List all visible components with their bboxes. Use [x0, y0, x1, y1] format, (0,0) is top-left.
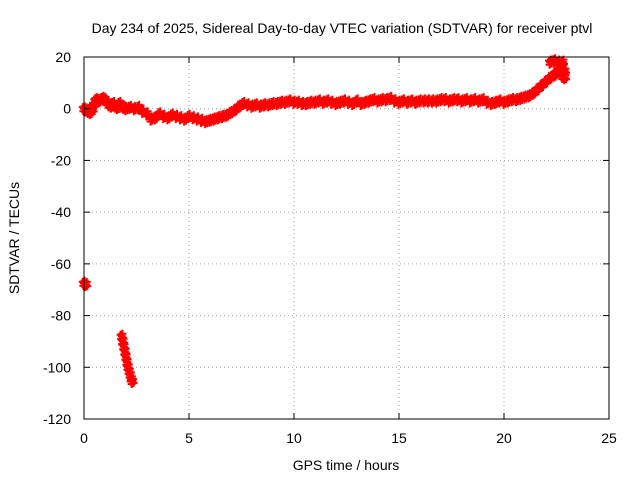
data-point	[486, 102, 495, 111]
data-point	[163, 116, 172, 125]
data-point	[490, 100, 499, 109]
data-point	[560, 76, 569, 85]
data-point	[280, 100, 289, 109]
y-tick-label: -60	[51, 256, 71, 272]
data-point	[561, 71, 570, 80]
x-tick-labels: 0 5 10 15 20 25	[80, 430, 617, 446]
data-point	[213, 116, 222, 125]
y-tick-label: 20	[55, 49, 71, 65]
data-point	[129, 107, 138, 116]
data-point	[474, 99, 483, 108]
data-point	[444, 99, 453, 108]
x-tick-label: 0	[80, 430, 88, 446]
data-point	[356, 102, 365, 111]
y-tick-label: -40	[51, 204, 71, 220]
data-point	[499, 100, 508, 109]
data-point	[226, 111, 235, 120]
data-point	[247, 104, 256, 113]
y-tick-label: -120	[43, 411, 71, 427]
data-point	[201, 120, 210, 129]
y-tick-label: -20	[51, 152, 71, 168]
data-point	[135, 100, 144, 109]
data-point	[222, 113, 231, 122]
data-point	[364, 99, 373, 108]
data-point	[537, 84, 546, 93]
data-point	[545, 60, 554, 69]
data-point	[516, 96, 525, 105]
y-tick-label: -80	[51, 308, 71, 324]
plot-frame	[83, 56, 610, 420]
data-point	[146, 117, 155, 126]
data-point	[310, 100, 319, 109]
data-point	[127, 380, 136, 389]
y-tick-labels: -120 -100 -80 -60 -40 -20 0 20	[43, 49, 71, 427]
data-point	[457, 99, 466, 108]
data-point	[402, 100, 411, 109]
data-point	[532, 87, 541, 96]
data-point	[528, 91, 537, 100]
data-points	[78, 54, 571, 389]
data-point	[318, 100, 327, 109]
data-point	[121, 107, 130, 116]
x-axis-label: GPS time / hours	[293, 457, 400, 473]
data-point	[81, 283, 90, 292]
data-point	[180, 117, 189, 126]
data-point	[264, 103, 273, 112]
data-point	[432, 99, 441, 108]
y-tick-label: 0	[63, 101, 71, 117]
data-point	[381, 98, 390, 107]
data-point	[234, 104, 243, 113]
x-tick-label: 10	[286, 430, 302, 446]
data-point	[541, 80, 550, 89]
data-point	[209, 117, 218, 126]
y-axis-label: SDTVAR / TECUs	[6, 182, 22, 294]
data-point	[143, 107, 152, 116]
data-point	[89, 103, 98, 112]
data-point	[331, 102, 340, 111]
data-point	[520, 95, 529, 104]
data-point	[255, 104, 264, 113]
data-point	[360, 100, 369, 109]
data-point	[524, 94, 533, 103]
data-point	[272, 102, 281, 111]
x-tick-label: 25	[601, 430, 617, 446]
data-point	[348, 102, 357, 111]
data-point	[373, 99, 382, 108]
data-point	[411, 100, 420, 109]
x-tick-label: 20	[496, 430, 512, 446]
data-point	[230, 108, 239, 117]
data-point	[87, 108, 96, 117]
data-point	[503, 99, 512, 108]
data-point	[394, 100, 403, 109]
data-point	[128, 374, 137, 383]
y-tick-label: -100	[43, 359, 71, 375]
data-point	[150, 116, 159, 125]
x-tick-label: 15	[391, 430, 407, 446]
data-point	[545, 76, 554, 85]
chart-title: Day 234 of 2025, Sidereal Day-to-day VTE…	[92, 20, 593, 36]
x-tick-label: 5	[185, 430, 193, 446]
axis-ticks	[83, 56, 610, 420]
data-point	[511, 98, 520, 107]
data-point	[335, 100, 344, 109]
data-point	[205, 118, 214, 127]
data-point	[217, 115, 226, 124]
data-point	[301, 102, 310, 111]
data-point	[465, 99, 474, 108]
